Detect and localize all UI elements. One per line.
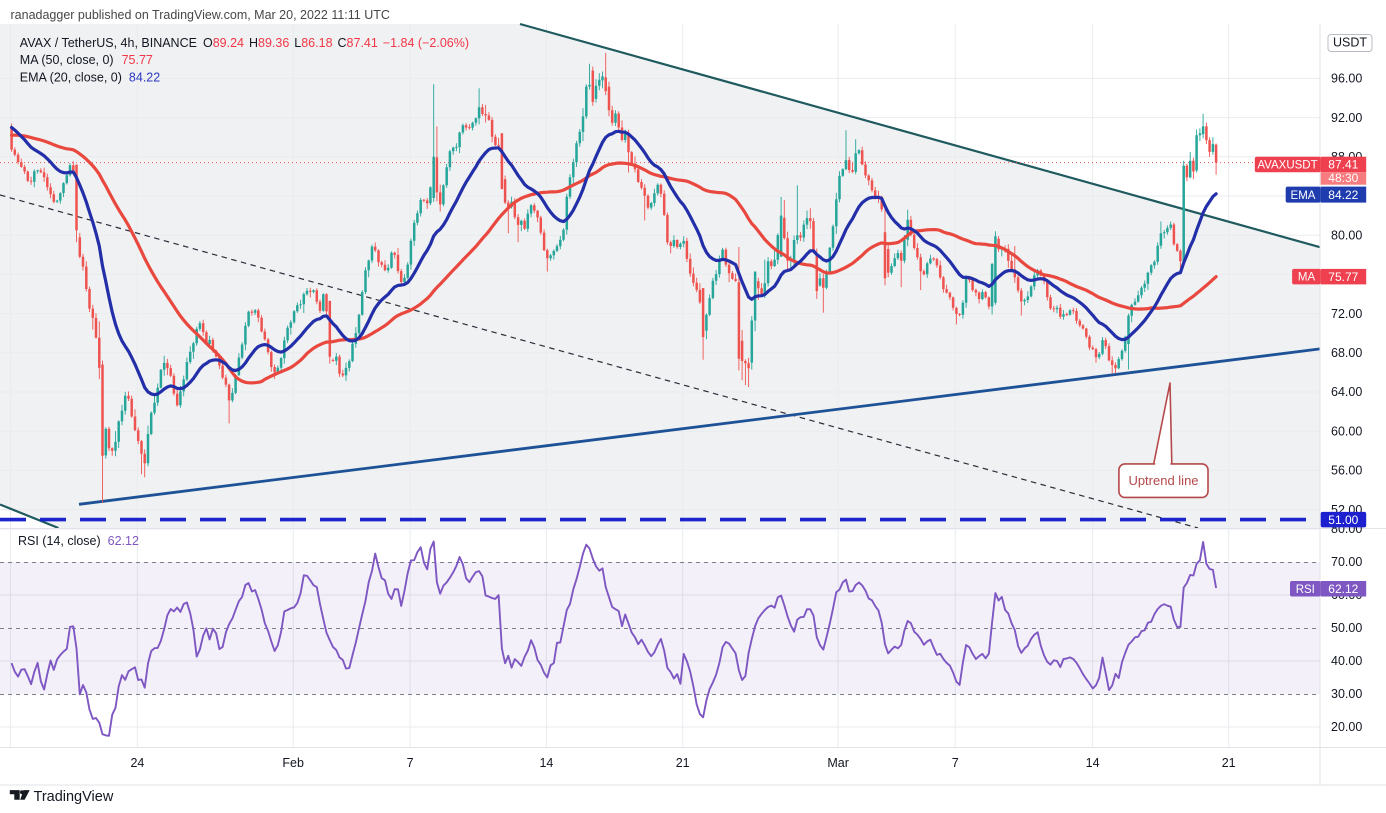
svg-text:62.12: 62.12 xyxy=(1328,582,1358,596)
svg-text:7: 7 xyxy=(407,756,414,770)
svg-text:EMA (20, close, 0)84.22: EMA (20, close, 0) 84.22 xyxy=(20,70,160,84)
svg-text:RSI: RSI xyxy=(1296,584,1315,596)
svg-text:Mar: Mar xyxy=(827,756,849,770)
svg-text:14: 14 xyxy=(1086,756,1100,770)
svg-text:68.00: 68.00 xyxy=(1331,346,1362,360)
svg-text:RSI (14, close)62.12: RSI (14, close) 62.12 xyxy=(18,534,139,548)
svg-text:72.00: 72.00 xyxy=(1331,307,1362,321)
svg-text:80.00: 80.00 xyxy=(1331,228,1362,242)
svg-text:Feb: Feb xyxy=(282,756,304,770)
svg-text:64.00: 64.00 xyxy=(1331,385,1362,399)
svg-text:84.22: 84.22 xyxy=(1328,188,1358,202)
svg-text:40.00: 40.00 xyxy=(1331,654,1362,668)
svg-text:24: 24 xyxy=(130,756,144,770)
svg-text:51.00: 51.00 xyxy=(1328,513,1358,527)
svg-text:TradingView: TradingView xyxy=(34,789,114,805)
svg-text:14: 14 xyxy=(539,756,553,770)
svg-text:USDT: USDT xyxy=(1333,36,1367,50)
svg-text:AVAXUSDT: AVAXUSDT xyxy=(1257,159,1317,171)
svg-text:7: 7 xyxy=(952,756,959,770)
svg-text:Uptrend line: Uptrend line xyxy=(1128,473,1198,488)
svg-text:87.41: 87.41 xyxy=(1328,158,1358,172)
svg-text:MA: MA xyxy=(1298,272,1316,284)
svg-text:50.00: 50.00 xyxy=(1331,621,1362,635)
svg-text:EMA: EMA xyxy=(1291,190,1316,202)
svg-text:70.00: 70.00 xyxy=(1331,555,1362,569)
svg-text:75.77: 75.77 xyxy=(1328,270,1358,284)
svg-text:20.00: 20.00 xyxy=(1331,720,1362,734)
svg-text:21: 21 xyxy=(676,756,690,770)
svg-text:92.00: 92.00 xyxy=(1331,111,1362,125)
svg-text:30.00: 30.00 xyxy=(1331,687,1362,701)
svg-text:MA (50, close, 0)75.77: MA (50, close, 0) 75.77 xyxy=(20,53,153,67)
svg-text:96.00: 96.00 xyxy=(1331,72,1362,86)
svg-text:21: 21 xyxy=(1222,756,1236,770)
svg-text:56.00: 56.00 xyxy=(1331,464,1362,478)
svg-text:60.00: 60.00 xyxy=(1331,424,1362,438)
svg-text:ranadagger published on Tradin: ranadagger published on TradingView.com,… xyxy=(11,8,390,22)
svg-text:48:30: 48:30 xyxy=(1328,171,1358,185)
